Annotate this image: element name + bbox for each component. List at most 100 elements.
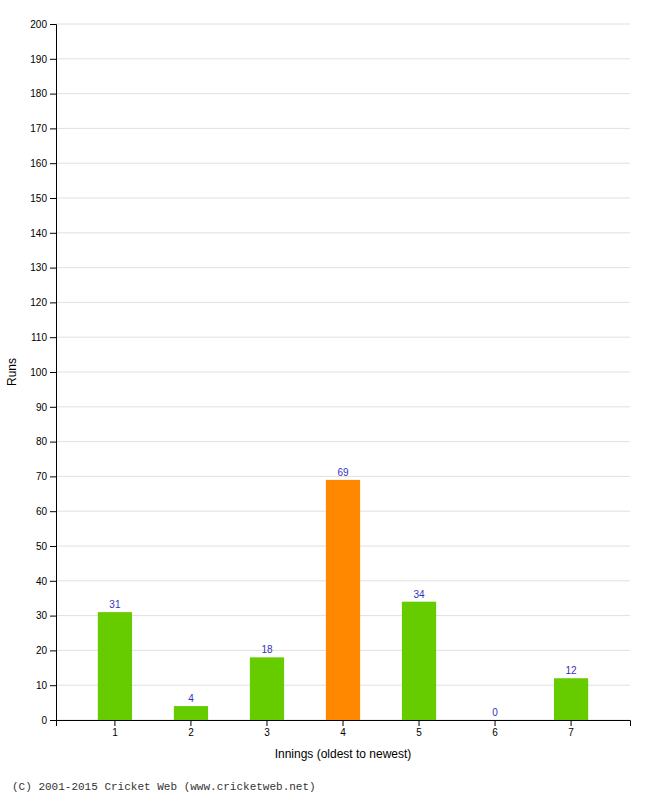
bar: [250, 657, 284, 720]
y-tick-label: 190: [30, 54, 47, 65]
bar: [174, 706, 208, 720]
y-tick-label: 20: [36, 645, 48, 656]
x-tick-label: 3: [264, 727, 270, 738]
y-tick-label: 150: [30, 193, 47, 204]
x-tick-mark: [495, 720, 496, 726]
x-tick-label: 7: [568, 727, 574, 738]
y-tick: 90: [36, 402, 56, 413]
bar: [554, 678, 588, 720]
grid-line: [56, 337, 630, 338]
y-tick: 70: [36, 471, 56, 482]
data-label: 69: [337, 467, 349, 478]
y-tick: 40: [36, 576, 56, 587]
x-axis: 1 2 3 4 5 6 7: [57, 720, 631, 738]
y-tick: 190: [30, 54, 56, 65]
y-tick: 130: [30, 262, 56, 273]
x-tick: 1: [112, 720, 118, 738]
x-axis-title: Innings (oldest to newest): [275, 747, 412, 761]
x-tick-label: 2: [188, 727, 194, 738]
x-axis-line: [57, 721, 631, 727]
y-tick-label: 170: [30, 123, 47, 134]
x-tick-mark: [190, 720, 191, 726]
y-tick-mark: [50, 720, 56, 721]
y-tick-mark: [50, 337, 56, 338]
y-tick-mark: [50, 616, 56, 617]
y-tick: 20: [36, 645, 56, 656]
data-label: 18: [261, 644, 273, 655]
y-tick-mark: [50, 650, 56, 651]
y-tick: 10: [36, 680, 56, 691]
grid-line: [56, 372, 630, 373]
x-tick: 2: [188, 720, 194, 738]
y-tick: 80: [36, 436, 56, 447]
x-tick-mark: [419, 720, 420, 726]
x-tick: 3: [264, 720, 270, 738]
x-tick-mark: [114, 720, 115, 726]
y-tick-label: 200: [30, 19, 47, 30]
bar: [402, 602, 436, 720]
y-tick-label: 120: [30, 297, 47, 308]
x-tick: 6: [492, 720, 498, 738]
y-tick: 160: [30, 158, 56, 169]
x-tick: 5: [416, 720, 422, 738]
y-tick-label: 70: [36, 471, 48, 482]
y-tick-mark: [50, 372, 56, 373]
grid-line: [56, 232, 630, 233]
y-tick-mark: [50, 233, 56, 234]
data-label: 31: [109, 599, 121, 610]
grid-line: [56, 267, 630, 268]
bar: [326, 480, 360, 720]
y-tick-label: 100: [30, 367, 47, 378]
x-tick-label: 5: [416, 727, 422, 738]
data-label: 12: [566, 665, 578, 676]
bar: [98, 612, 132, 720]
grid-line: [56, 128, 630, 129]
grid-line: [56, 406, 630, 407]
y-tick: 110: [31, 332, 56, 343]
y-tick-mark: [50, 442, 56, 443]
y-tick-mark: [50, 407, 56, 408]
y-axis-title: Runs: [5, 358, 19, 386]
grid-line: [56, 302, 630, 303]
data-label: 4: [188, 693, 194, 704]
y-tick: 100: [30, 367, 56, 378]
y-tick: 140: [30, 228, 56, 239]
y-tick: 0: [41, 715, 56, 726]
y-tick-label: 60: [36, 506, 48, 517]
y-tick-mark: [50, 198, 56, 199]
y-tick-mark: [50, 685, 56, 686]
bar: [478, 720, 512, 721]
x-tick: 4: [340, 720, 346, 738]
x-tick-mark: [343, 720, 344, 726]
x-tick-label: 6: [492, 727, 498, 738]
y-tick-label: 140: [30, 228, 47, 239]
y-tick-label: 180: [30, 88, 47, 99]
y-tick-label: 0: [41, 715, 47, 726]
x-tick: 7: [568, 720, 574, 738]
y-tick-mark: [50, 59, 56, 60]
y-tick-label: 110: [31, 332, 47, 343]
grid: [56, 24, 630, 720]
footer: (C) 2001-2015 Cricket Web (www.cricketwe…: [12, 781, 316, 793]
y-tick-mark: [50, 128, 56, 129]
y-tick-mark: [50, 511, 56, 512]
y-tick: 30: [36, 610, 56, 621]
grid-line: [56, 58, 630, 59]
data-label: 0: [492, 707, 498, 718]
x-tick-mark: [571, 720, 572, 726]
y-tick-mark: [50, 163, 56, 164]
grid-line: [56, 163, 630, 164]
x-tick-label: 1: [112, 727, 118, 738]
y-tick-mark: [50, 24, 56, 25]
y-tick-label: 130: [30, 262, 47, 273]
y-tick-label: 40: [36, 576, 48, 587]
y-tick-mark: [50, 476, 56, 477]
y-axis-line: [50, 25, 57, 721]
y-tick: 170: [30, 123, 56, 134]
x-tick-mark: [266, 720, 267, 726]
chart: 0102030405060708090100110120130140150160…: [0, 0, 650, 800]
y-tick-mark: [50, 268, 56, 269]
data-label: 34: [413, 589, 425, 600]
bars: [98, 480, 588, 720]
y-tick: 50: [36, 541, 56, 552]
